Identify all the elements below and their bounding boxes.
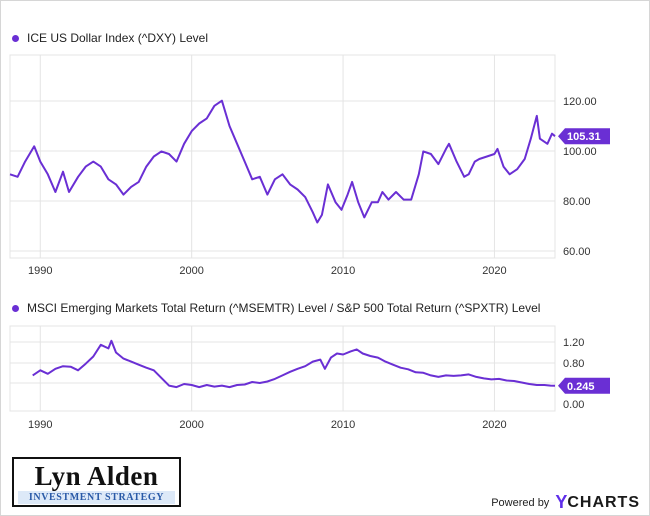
legend-label-dxy: ICE US Dollar Index (^DXY) Level xyxy=(27,31,209,45)
dxy-series-line xyxy=(9,99,556,224)
dxy-plot-border xyxy=(9,54,556,259)
dxy-x-tick-label: 1990 xyxy=(28,265,52,277)
em-ratio-chart: 0.001.200.800.4019902000201020200.245 xyxy=(9,325,610,431)
dxy-y-tick-label: 120.00 xyxy=(563,96,597,108)
em-series-line xyxy=(32,339,556,389)
em-plot-border xyxy=(9,325,556,412)
ycharts-logo-y: Y xyxy=(555,492,568,512)
dxy-x-tick-label: 2020 xyxy=(482,265,506,277)
legend-dxy: ICE US Dollar Index (^DXY) Level xyxy=(12,31,208,45)
powered-by-ycharts[interactable]: Powered by Y CHARTS xyxy=(491,492,640,513)
legend-dot-em-ratio xyxy=(12,304,19,312)
em-last-value-badge xyxy=(558,377,610,394)
dxy-y-tick-label: 80.00 xyxy=(563,196,591,208)
dxy-last-value-label: 105.31 xyxy=(567,131,601,143)
legend-em-ratio: MSCI Emerging Markets Total Return (^MSE… xyxy=(12,301,540,315)
em-y-tick-label: 1.20 xyxy=(563,337,584,349)
dxy-last-value-badge xyxy=(558,128,610,145)
dxy-chart: 120.00 100.00 80.00 60.00 1990 2000 2010 2020 10… xyxy=(9,54,610,277)
em-x-tick-label: 2010 xyxy=(331,419,355,431)
em-y-tick-label: 0.80 xyxy=(563,358,584,370)
dxy-x-tick-label: 2010 xyxy=(331,265,355,277)
logo-subtitle: INVESTMENT STRATEGY xyxy=(18,491,175,504)
em-last-value-label: 0.245 xyxy=(567,381,595,393)
em-x-tick-label: 2020 xyxy=(482,419,506,431)
em-y-tick-label: 0.00 xyxy=(563,399,584,411)
dxy-y-tick-label: 60.00 xyxy=(563,246,591,258)
em-x-tick-label: 2000 xyxy=(179,419,203,431)
legend-dot-dxy xyxy=(12,34,19,42)
legend-label-em-ratio: MSCI Emerging Markets Total Return (^MSE… xyxy=(27,301,541,315)
dxy-x-tick-label: 2000 xyxy=(179,265,203,277)
em-x-tick-label: 1990 xyxy=(28,419,52,431)
lyn-alden-logo: Lyn Alden INVESTMENT STRATEGY xyxy=(12,457,181,507)
logo-name: Lyn Alden xyxy=(34,461,159,491)
powered-by-text: Powered by xyxy=(491,496,550,509)
dxy-y-tick-label: 100.00 xyxy=(563,146,597,158)
ycharts-logo-text: CHARTS xyxy=(567,493,640,511)
